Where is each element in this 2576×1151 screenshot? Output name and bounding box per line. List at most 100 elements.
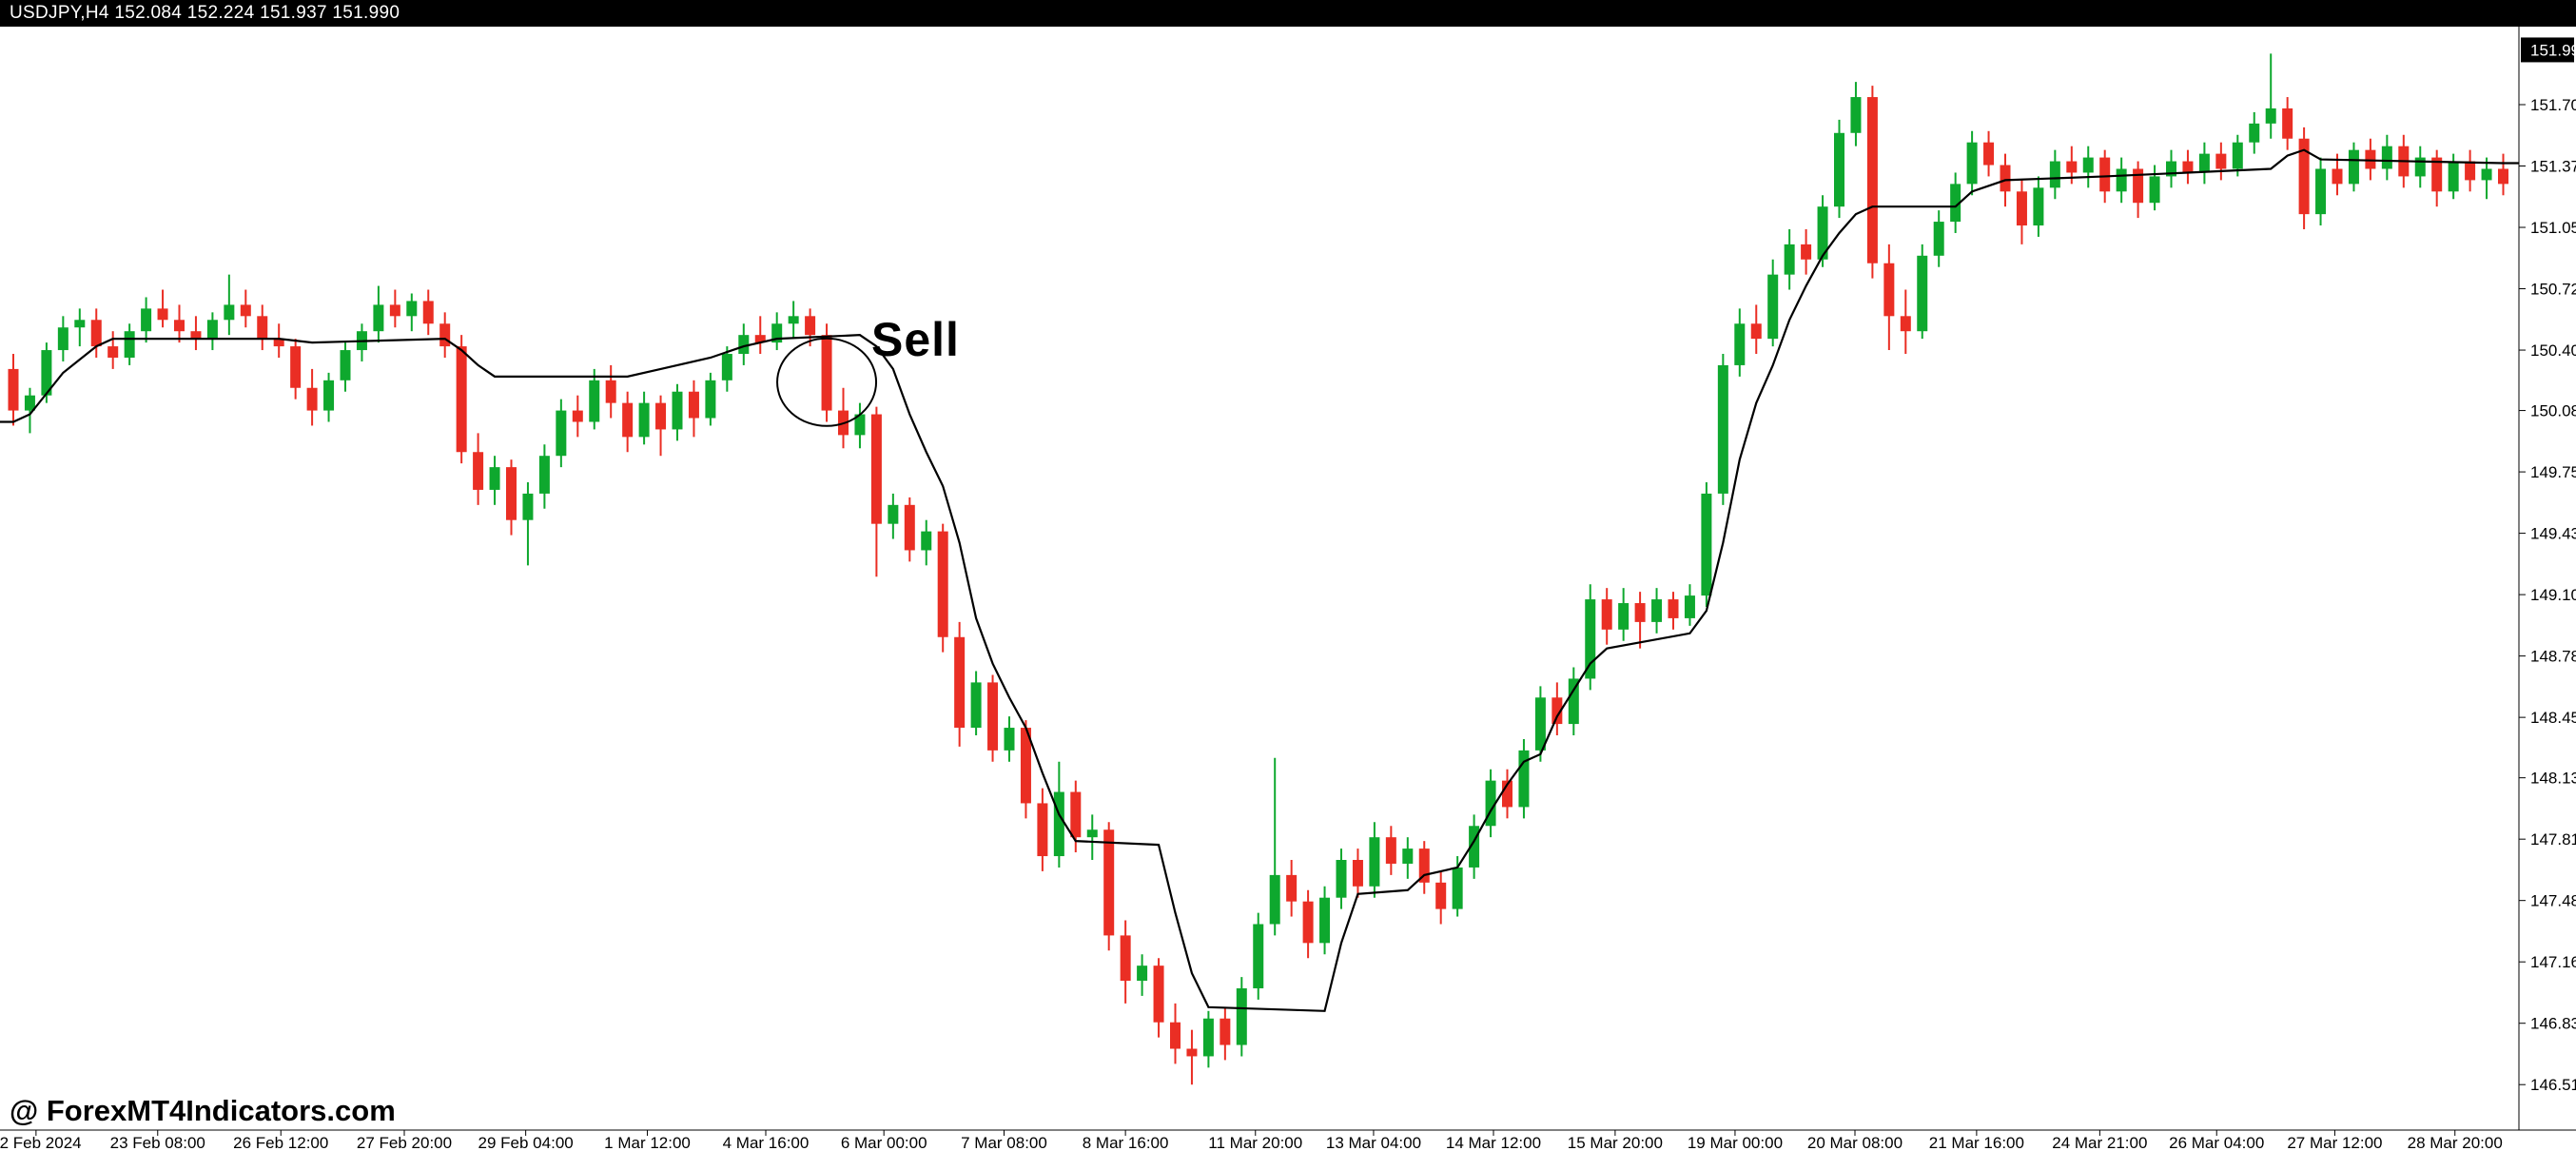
candle-body [2249, 123, 2260, 143]
candle-body [954, 636, 966, 729]
candle-body [2381, 146, 2392, 169]
candle-body [589, 380, 600, 422]
candle-body [406, 301, 418, 317]
candle-body [2448, 161, 2459, 192]
candles-group [8, 53, 2508, 1085]
price-axis-label: 148.455 [2530, 709, 2576, 727]
sell-circle-marker [776, 337, 878, 427]
candle-body [2149, 176, 2160, 204]
candle-body [1086, 829, 1098, 838]
time-axis-label: 8 Mar 16:00 [1083, 1134, 1169, 1151]
sell-annotation-label: Sell [871, 313, 960, 366]
candle-body [1801, 244, 1812, 260]
candle-body [655, 402, 667, 430]
time-axis-label: 20 Mar 08:00 [1807, 1134, 1903, 1151]
candle-body [206, 320, 218, 340]
candle-body [1701, 493, 1712, 596]
price-axis[interactable]: 151.700 151.375 151.050 150.725 150.400 150.0… [2519, 96, 2576, 1094]
candle-body [1469, 826, 1480, 868]
candle-body [1037, 803, 1048, 857]
time-axis-label: 15 Mar 20:00 [1568, 1134, 1663, 1151]
candle-body [788, 316, 799, 324]
candle-body [2215, 153, 2227, 169]
candle-body [273, 339, 284, 347]
candle-body [1253, 924, 1264, 988]
time-axis-label: 7 Mar 08:00 [961, 1134, 1047, 1151]
candle-body [605, 380, 616, 403]
time-axis-label: 4 Mar 16:00 [723, 1134, 810, 1151]
candle-body [1784, 244, 1795, 275]
candle-body [1568, 678, 1579, 725]
time-axis-label: 6 Mar 00:00 [841, 1134, 927, 1151]
candle-body [921, 531, 932, 551]
candle-body [456, 346, 467, 453]
price-axis-label: 150.725 [2530, 281, 2576, 299]
candle-body [970, 682, 982, 729]
candle-body [2099, 157, 2111, 192]
candle-body [190, 331, 202, 340]
candle-body [2282, 107, 2293, 139]
candle-body [2082, 157, 2094, 173]
candle-body [1336, 860, 1347, 898]
time-axis[interactable]: 22 Feb 2024 23 Feb 08:00 26 Feb 12:00 27 Fe… [0, 1130, 2503, 1151]
candle-body [1684, 595, 1695, 618]
candle-body [672, 391, 683, 430]
candle-body [1518, 750, 1530, 808]
time-axis-label: 19 Mar 00:00 [1688, 1134, 1783, 1151]
candle-body [1750, 323, 1762, 340]
candle-body [2033, 187, 2044, 226]
price-axis-label: 148.135 [2530, 770, 2576, 788]
candle-body [522, 493, 534, 520]
candle-body [290, 346, 302, 388]
candle-body [2481, 168, 2492, 181]
candle-body [705, 380, 716, 419]
price-axis-label: 150.400 [2530, 341, 2576, 360]
candle-body [1767, 274, 1779, 340]
candle-body [904, 504, 915, 551]
time-axis-label: 22 Feb 2024 [0, 1134, 82, 1151]
candle-body [771, 323, 783, 343]
candle-body [2431, 157, 2443, 192]
candle-body [1917, 255, 1928, 332]
candle-body [1418, 849, 1430, 883]
candle-body [556, 410, 567, 457]
candle-body [1534, 697, 1546, 751]
candle-body [2166, 161, 2176, 177]
candle-body [1618, 603, 1630, 630]
candle-body [1385, 837, 1396, 864]
candle-body [638, 402, 650, 438]
price-axis-label: 151.700 [2530, 96, 2576, 114]
candle-body [1004, 728, 1015, 751]
candle-body [1850, 97, 1862, 133]
candle-body [1834, 132, 1844, 207]
price-axis-label: 149.755 [2530, 463, 2576, 481]
candle-body [1950, 184, 1961, 223]
candle-body [389, 304, 400, 317]
candle-body [1551, 697, 1563, 725]
candle-body [2000, 165, 2011, 192]
candle-body [224, 304, 235, 321]
candle-body [2315, 168, 2327, 215]
candle-body [2265, 107, 2276, 124]
price-axis-label: 149.105 [2530, 586, 2576, 604]
price-axis-label: 151.375 [2530, 158, 2576, 176]
candle-body [2049, 161, 2060, 188]
time-axis-label: 1 Mar 12:00 [604, 1134, 691, 1151]
candle-body [2298, 138, 2310, 215]
candle-body [174, 320, 185, 332]
candle-body [2133, 168, 2144, 204]
price-axis-label: 146.510 [2530, 1076, 2576, 1094]
candle-body [439, 323, 451, 347]
candle-body [937, 531, 948, 637]
candle-body [2348, 149, 2359, 185]
candle-body [888, 504, 899, 524]
price-axis-label: 151.050 [2530, 219, 2576, 237]
candle-body [2016, 191, 2027, 226]
candle-body [1137, 966, 1148, 982]
candle-body [2414, 157, 2426, 177]
price-axis-label: 147.160 [2530, 953, 2576, 971]
candle-body [1983, 142, 1995, 166]
candle-body [1153, 966, 1164, 1023]
time-axis-label: 14 Mar 12:00 [1446, 1134, 1541, 1151]
